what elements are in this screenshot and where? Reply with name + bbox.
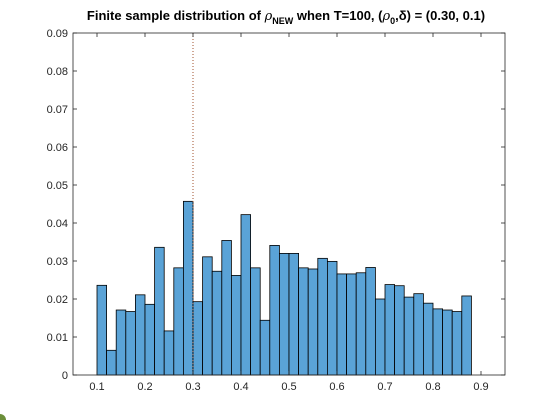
x-tick-label: 0.7 — [377, 381, 392, 393]
title-rho-subscript: NEW — [272, 16, 294, 26]
y-tick-label: 0.07 — [47, 104, 68, 116]
x-tick-label: 0.5 — [281, 381, 296, 393]
x-tick-label: 0.1 — [89, 381, 104, 393]
histogram-bar — [365, 267, 376, 376]
x-tick-label: 0.2 — [137, 381, 152, 393]
y-tick-label: 0.03 — [47, 256, 68, 268]
histogram-bar — [106, 349, 117, 376]
histogram-bar — [326, 260, 338, 376]
x-tick-label: 0.8 — [425, 381, 440, 393]
histogram-bar — [192, 301, 204, 376]
y-tick-label: 0.06 — [47, 142, 68, 154]
histogram-bar — [259, 319, 271, 376]
histogram-bar — [221, 240, 232, 376]
title-tail: ,δ) = (0.30, 0.1) — [395, 8, 485, 23]
histogram-bar — [154, 246, 165, 376]
histogram-bar — [298, 267, 309, 376]
y-tick-label: 0.04 — [47, 218, 68, 230]
chart-title: Finite sample distribution of ρNEW when … — [87, 8, 485, 26]
histogram-bar — [451, 311, 463, 376]
histogram-bar — [422, 302, 434, 376]
y-tick-label: 0 — [62, 370, 68, 382]
title-mid: when T=100, ( — [293, 8, 383, 23]
plot-area: 0.1 0.2 0.3 0.4 0.5 0.6 0.7 0.8 0.9 0 0.01 0.02 0.03… — [47, 28, 506, 393]
histogram-bar — [278, 252, 290, 376]
histogram-bar — [115, 309, 127, 376]
histogram-bar — [413, 293, 424, 376]
histogram-bar — [250, 267, 261, 376]
histogram-bar — [96, 284, 108, 376]
x-tick-label: 0.9 — [473, 381, 488, 393]
x-tick-label: 0.6 — [329, 381, 344, 393]
histogram-bar — [269, 245, 280, 376]
histogram-bar — [240, 214, 252, 376]
y-tick-label: 0.02 — [47, 294, 68, 306]
histogram-bar — [355, 272, 367, 376]
histogram-bar — [336, 273, 347, 376]
histogram-bar — [134, 294, 146, 376]
x-tick-label: 0.4 — [233, 381, 248, 393]
histogram-bar — [144, 303, 155, 376]
histogram-bar — [125, 311, 136, 376]
histogram-bar — [307, 268, 319, 376]
histogram-bar — [317, 257, 328, 376]
corner-marker — [0, 414, 6, 420]
x-tick-label: 0.3 — [185, 381, 200, 393]
y-tick-label: 0.05 — [47, 180, 68, 192]
y-tick-label: 0.08 — [47, 66, 68, 78]
title-rho0-subscript: 0 — [390, 16, 395, 26]
histogram-bar — [173, 267, 184, 376]
histogram-bar — [288, 252, 299, 376]
histogram-bar — [374, 298, 386, 376]
histogram-bar — [346, 273, 357, 376]
histogram-bar — [163, 330, 175, 376]
histogram-bar — [403, 296, 415, 376]
histogram-bar — [182, 200, 194, 376]
y-tick-label: 0.09 — [47, 28, 68, 40]
y-tick-label: 0.01 — [47, 332, 68, 344]
histogram-bar — [230, 275, 242, 376]
histogram-bar — [394, 285, 405, 376]
title-rho: ρ — [264, 9, 273, 24]
histogram-bar — [384, 284, 396, 376]
histogram-bar — [432, 308, 444, 376]
title-rho0: ρ — [381, 9, 390, 24]
histogram-bar — [202, 256, 213, 376]
title-prefix: Finite sample distribution of — [87, 8, 265, 23]
histogram-bar — [461, 295, 472, 376]
histogram-bar — [211, 270, 223, 376]
histogram-bar — [442, 309, 453, 376]
